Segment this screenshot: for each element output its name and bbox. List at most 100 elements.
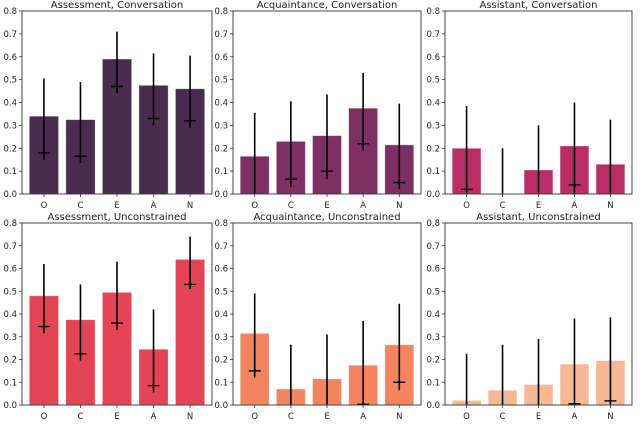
x-tick-label: N: [187, 412, 193, 422]
subplot-1: Assessment, Conversation O C E A N 0.0 0.1 0.2 0.…: [3, 0, 213, 211]
y-tick-label: 0.3: [3, 121, 17, 131]
y-tick-label: 0.4: [3, 99, 17, 109]
x-tick-label: E: [114, 412, 119, 422]
x-tick-label: O: [251, 201, 258, 211]
y-tick-label: 0.4: [214, 310, 228, 320]
y-tick-label: 0.3: [3, 333, 17, 343]
x-tick-label: A: [360, 201, 366, 211]
y-tick-label: 0.7: [3, 30, 17, 40]
x-tick-label: O: [463, 412, 470, 422]
y-tick-label: 0.3: [214, 333, 228, 343]
y-tick-label: 0.3: [214, 121, 228, 131]
y-tick-label: 0.5: [214, 76, 228, 86]
y-tick-label: 0.5: [214, 287, 228, 297]
y-tick-label: 0.0: [214, 401, 228, 411]
x-tick-label: N: [396, 412, 402, 422]
y-tick-label: 0.1: [3, 378, 17, 388]
y-tick-label: 0.3: [426, 333, 440, 343]
y-tick-label: 0.2: [426, 356, 440, 366]
y-tick-label: 0.8: [214, 7, 228, 17]
axes-frame: [232, 222, 422, 406]
y-tick-label: 0.7: [426, 30, 440, 40]
y-tick-label: 0.8: [426, 7, 440, 17]
y-tick-label: 0.6: [214, 53, 228, 63]
y-tick-label: 0.2: [3, 356, 17, 366]
subplot-3: Assistant, Conversation O C E A N 0.0 0.1 0.2 0.3…: [426, 0, 633, 211]
y-tick-label: 0.6: [426, 265, 440, 275]
axes-frame: [444, 222, 633, 406]
x-tick-label: C: [77, 201, 83, 211]
x-tick-label: A: [572, 412, 578, 422]
y-tick-label: 0.7: [214, 242, 228, 252]
axes-frame: [444, 10, 633, 195]
y-tick-label: 0.6: [3, 265, 17, 275]
x-tick-label: E: [324, 201, 329, 211]
y-tick-label: 0.1: [214, 167, 228, 177]
x-tick-label: A: [151, 201, 157, 211]
y-tick-label: 0.2: [214, 356, 228, 366]
y-tick-label: 0.0: [214, 190, 228, 200]
subplot-4: Assessment, Unconstrained O C E A N 0.0 0.1 0.2 0…: [3, 212, 213, 422]
x-tick-label: E: [114, 201, 119, 211]
x-tick-label: O: [41, 201, 48, 211]
y-tick-label: 0.7: [214, 30, 228, 40]
y-tick-label: 0.1: [426, 378, 440, 388]
y-tick-label: 0.7: [3, 242, 17, 252]
subplot-title: Acquaintance, Unconstrained: [253, 212, 400, 223]
subplot-5: Acquaintance, Unconstrained O C E A N 0.0 0.1 0.…: [214, 212, 422, 422]
x-tick-label: E: [324, 412, 329, 422]
x-tick-label: O: [41, 412, 48, 422]
x-tick-label: N: [396, 201, 402, 211]
y-tick-label: 0.7: [426, 242, 440, 252]
x-tick-label: A: [572, 201, 578, 211]
y-tick-label: 0.0: [426, 401, 440, 411]
x-tick-label: C: [288, 412, 294, 422]
y-tick-label: 0.4: [214, 99, 228, 109]
x-tick-label: O: [251, 412, 258, 422]
y-tick-label: 0.2: [3, 144, 17, 154]
y-tick-label: 0.8: [214, 219, 228, 229]
y-tick-label: 0.4: [426, 310, 440, 320]
y-tick-label: 0.0: [3, 401, 17, 411]
x-tick-label: N: [187, 201, 193, 211]
y-tick-label: 0.1: [426, 167, 440, 177]
x-tick-label: A: [360, 412, 366, 422]
y-tick-label: 0.8: [426, 219, 440, 229]
y-tick-label: 0.4: [426, 99, 440, 109]
subplot-title: Assistant, Unconstrained: [476, 212, 601, 223]
y-tick-label: 0.5: [3, 76, 17, 86]
y-tick-label: 0.6: [214, 265, 228, 275]
x-tick-label: E: [536, 412, 541, 422]
y-tick-label: 0.4: [3, 310, 17, 320]
y-tick-label: 0.1: [214, 378, 228, 388]
axes-frame: [21, 222, 213, 406]
y-tick-label: 0.2: [426, 144, 440, 154]
subplot-title: Assessment, Unconstrained: [48, 212, 187, 223]
y-tick-label: 0.0: [426, 190, 440, 200]
y-tick-label: 0.8: [3, 7, 17, 17]
y-tick-label: 0.5: [426, 287, 440, 297]
y-tick-label: 0.0: [3, 190, 17, 200]
subplot-title: Acquaintance, Conversation: [257, 0, 398, 11]
x-tick-label: N: [607, 201, 613, 211]
subplot-6: Assistant, Unconstrained O C E A N 0.0 0.1 0.2 0.…: [426, 212, 633, 422]
y-tick-label: 0.6: [426, 53, 440, 63]
y-tick-label: 0.5: [426, 76, 440, 86]
subplot-2: Acquaintance, Conversation O C E A N 0.0 0.1 0.2…: [214, 0, 422, 211]
axes-frame: [21, 10, 213, 195]
y-tick-label: 0.6: [3, 53, 17, 63]
y-tick-label: 0.8: [3, 219, 17, 229]
x-tick-label: C: [77, 412, 83, 422]
y-tick-label: 0.2: [214, 144, 228, 154]
x-tick-label: A: [151, 412, 157, 422]
y-tick-label: 0.3: [426, 121, 440, 131]
x-tick-label: C: [500, 201, 506, 211]
y-tick-label: 0.5: [3, 287, 17, 297]
x-tick-label: C: [500, 412, 506, 422]
y-tick-label: 0.1: [3, 167, 17, 177]
subplot-title: Assessment, Conversation: [51, 0, 183, 11]
subplot-title: Assistant, Conversation: [479, 0, 597, 11]
x-tick-label: C: [288, 201, 294, 211]
axes-frame: [232, 10, 422, 195]
